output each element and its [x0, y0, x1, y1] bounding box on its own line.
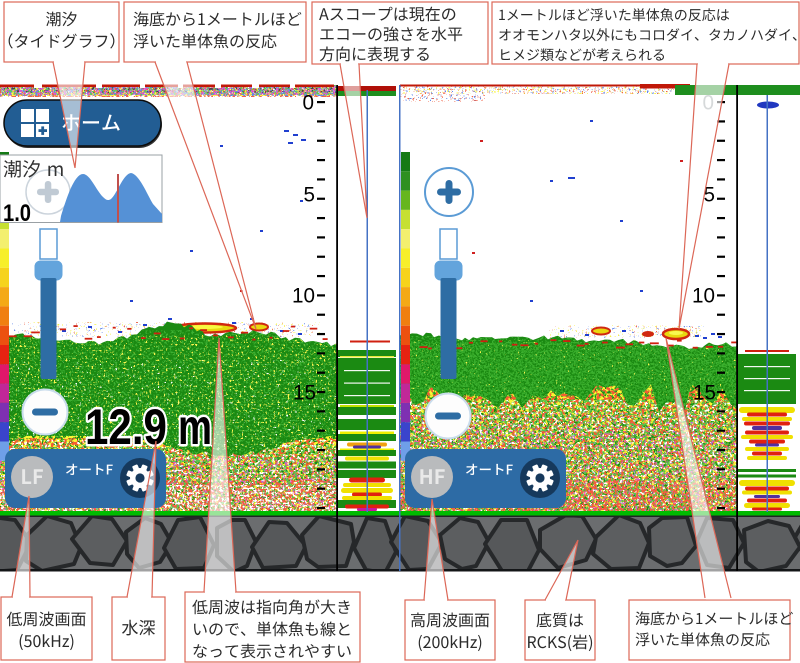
svg-text:5: 5	[304, 183, 316, 207]
svg-text:0: 0	[303, 91, 315, 115]
svg-text:m: m	[178, 399, 212, 455]
svg-text:10: 10	[692, 284, 715, 308]
svg-text:1.0: 1.0	[3, 200, 31, 227]
svg-text:5: 5	[704, 183, 716, 207]
svg-text:12.9: 12.9	[85, 399, 167, 455]
svg-text:15: 15	[693, 381, 716, 405]
svg-text:10: 10	[292, 284, 315, 308]
svg-text:15: 15	[293, 381, 316, 405]
